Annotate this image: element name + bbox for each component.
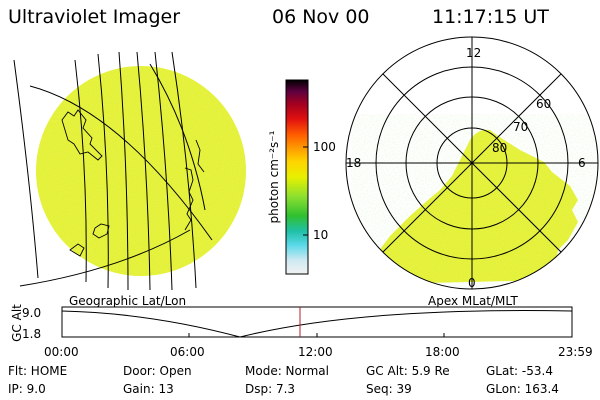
mlt-label-6: 6 [578,156,586,170]
date-label: 06 Nov 00 [272,6,370,28]
colorbar-unit-label: photon cm⁻²s⁻¹ [267,130,281,224]
altitude-ytick-9: 9.0 [22,306,42,320]
altitude-xtick-1800: 18:00 [425,345,460,359]
lat-label-70: 70 [513,120,529,134]
altitude-plot [61,306,573,338]
info-gcalt: GC Alt: 5.9 Re [366,364,450,378]
time-label: 11:17:15 UT [432,6,549,28]
info-flt: Flt: HOME [8,364,68,378]
mlt-label-12: 12 [466,46,482,60]
instrument-title: Ultraviolet Imager [8,6,181,28]
mlt-label-0: 0 [468,276,476,290]
lat-label-80: 80 [492,141,508,155]
info-dsp: Dsp: 7.3 [245,382,296,396]
colorbar [285,79,309,275]
colorbar-tick-100: 100 [313,140,336,154]
altitude-xtick-0600: 06:00 [170,345,205,359]
colorbar-tick-10: 10 [313,228,329,242]
altitude-ytick-1.8: 1.8 [22,327,42,341]
geographic-image [13,51,246,291]
polar-plot [345,36,599,290]
geo-panel-label: Geographic Lat/Lon [69,294,187,308]
polar-panel-label: Apex MLat/MLT [428,294,518,308]
info-door: Door: Open [123,364,192,378]
info-ip: IP: 9.0 [8,382,46,396]
info-glon: GLon: 163.4 [486,382,559,396]
info-seq: Seq: 39 [366,382,412,396]
mlt-label-18: 18 [346,156,362,170]
lat-label-60: 60 [536,97,552,111]
altitude-xtick-1200: 12:00 [298,345,333,359]
info-gain: Gain: 13 [123,382,174,396]
info-glat: GLat: -53.4 [486,364,553,378]
altitude-xtick-2359: 23:59 [558,345,593,359]
info-mode: Mode: Normal [245,364,329,378]
altitude-xtick-0000: 00:00 [44,345,79,359]
